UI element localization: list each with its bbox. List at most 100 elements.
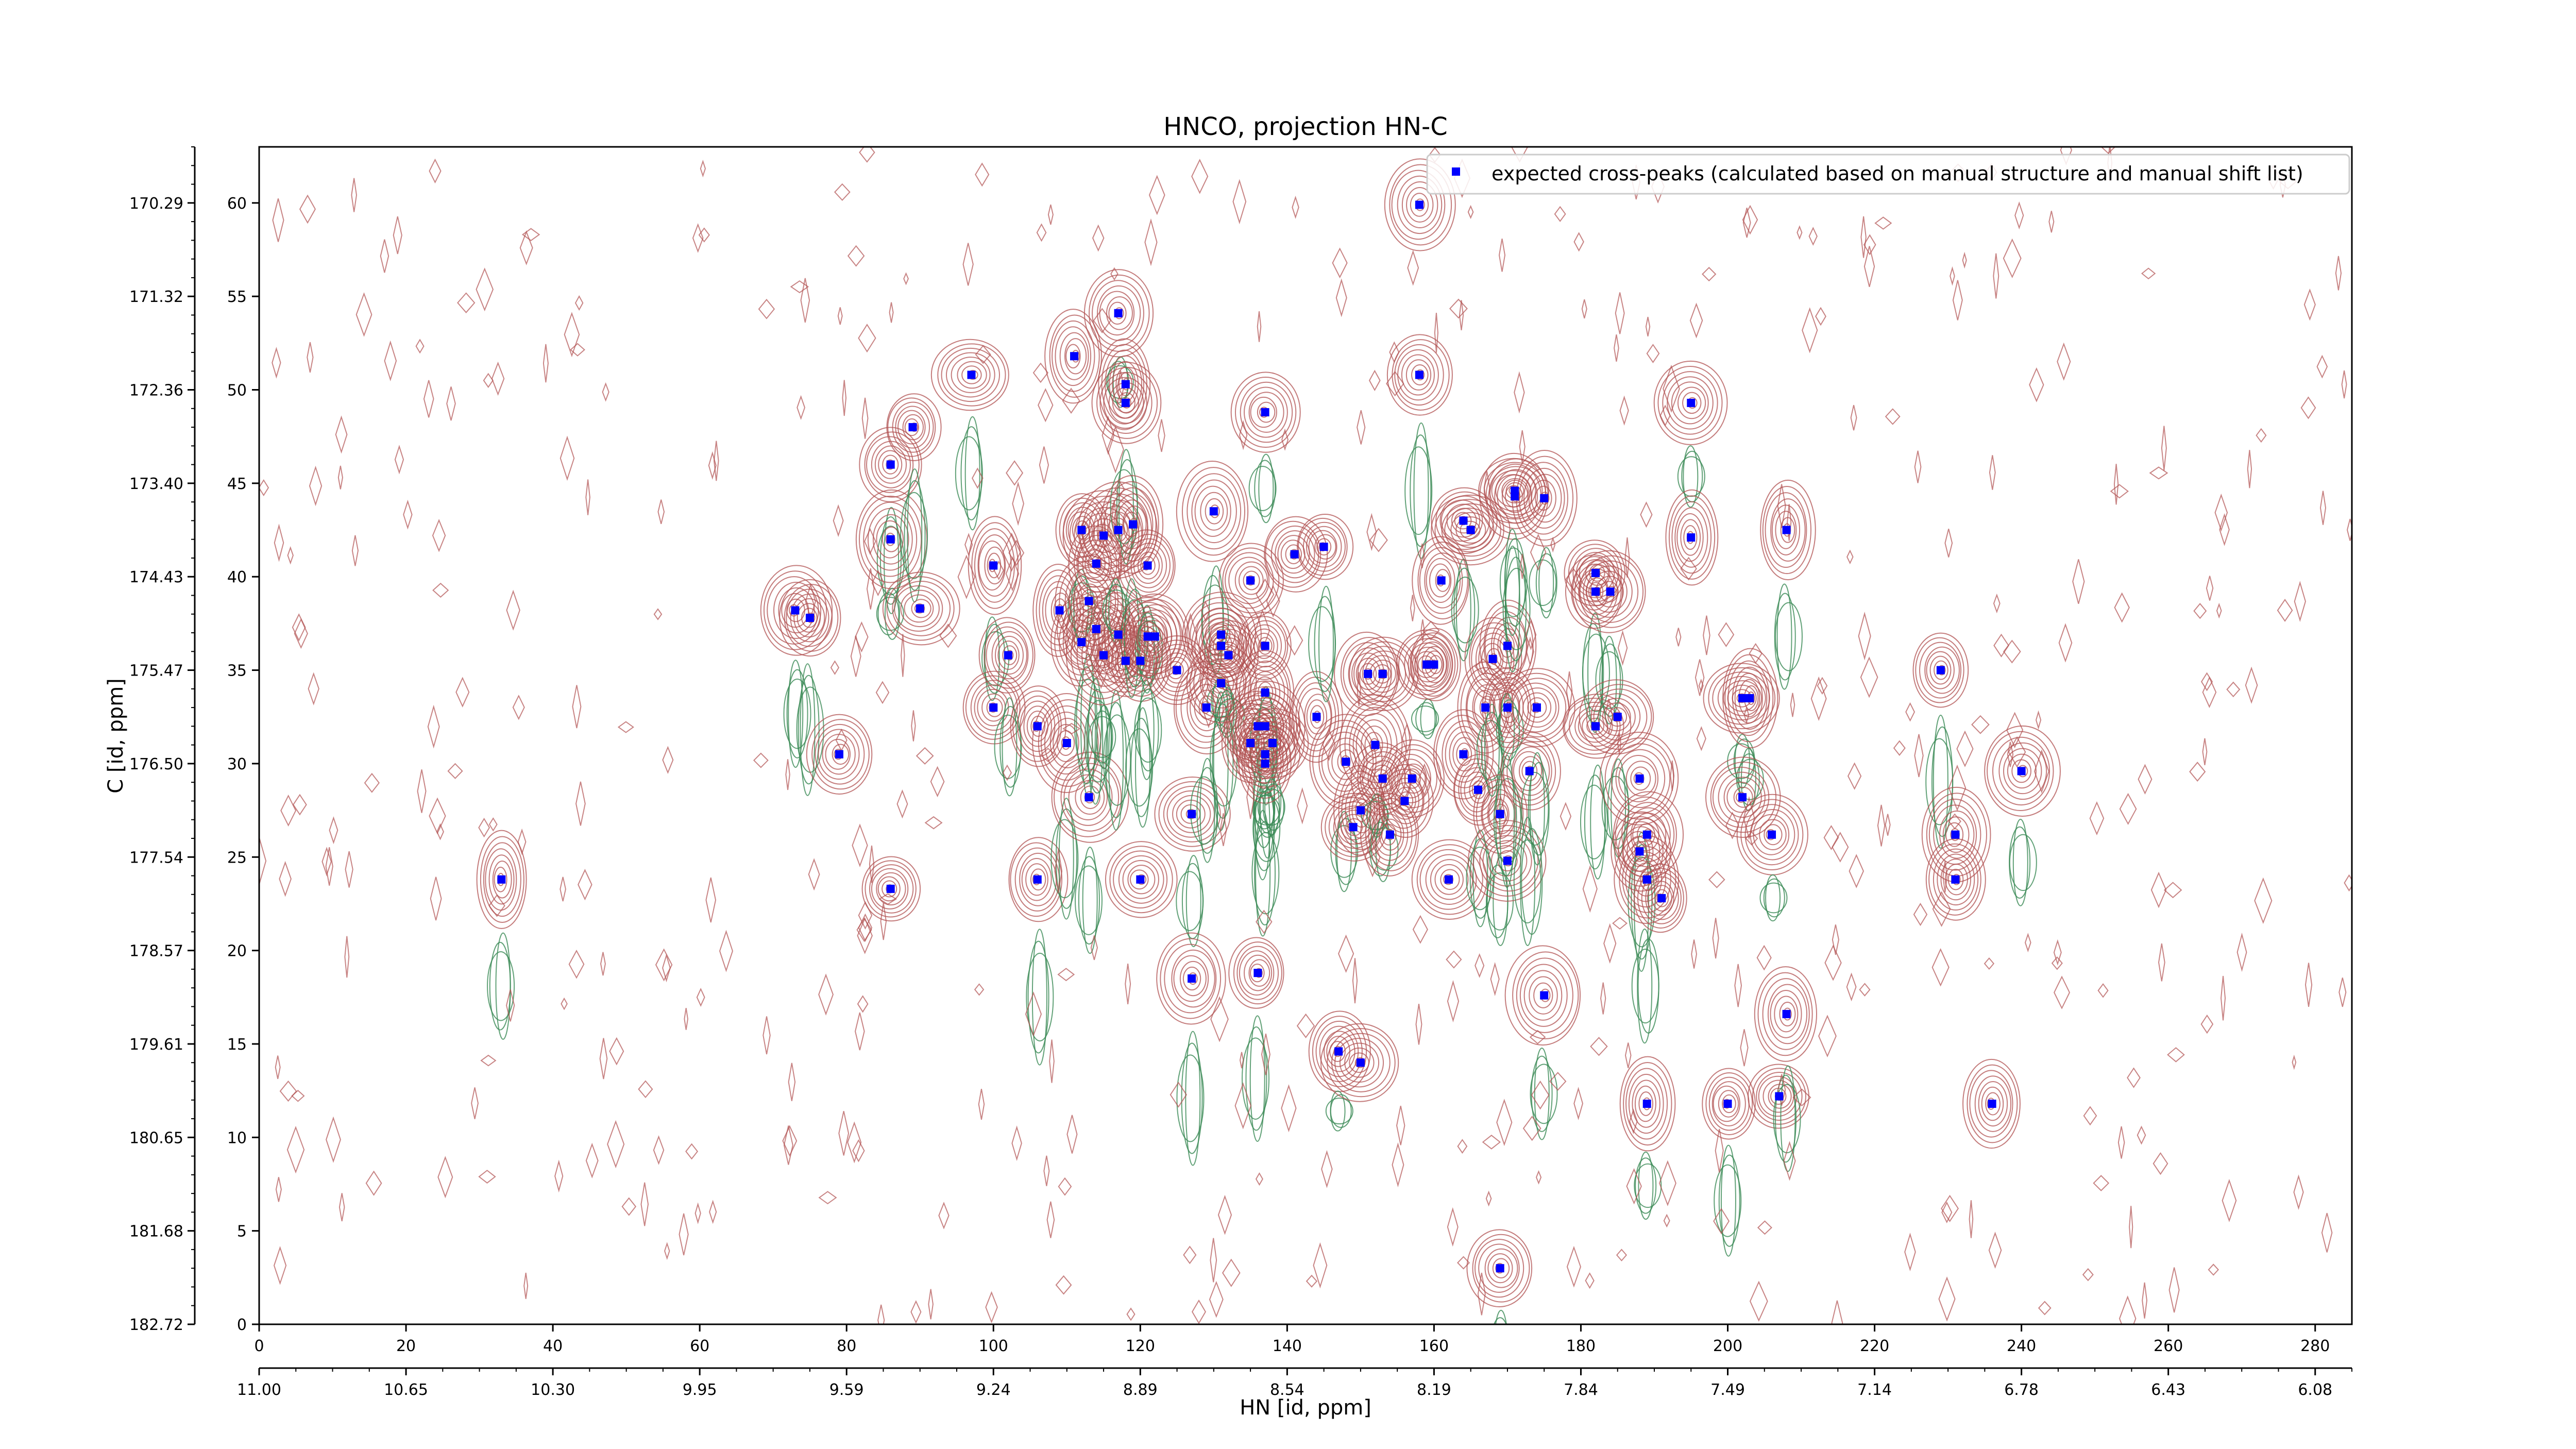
axes: 0 20 40 60 80 100 120 140 160 180 200 220 240 260 2801… [129, 146, 2352, 1399]
legend-box [1426, 154, 2350, 195]
peak-contours [1154, 776, 1231, 948]
cross-peak-point [1268, 739, 1277, 748]
legend-marker [1452, 167, 1460, 176]
y2-tick-label: 171.32 [129, 288, 183, 306]
cross-peak-point [1642, 830, 1651, 839]
x-axis-label: HN [id, ppm] [1240, 1396, 1371, 1420]
peak-contours [1156, 932, 1226, 1166]
cross-peak-point [1540, 991, 1549, 1000]
y-tick-label: 10 [227, 1129, 247, 1147]
cross-peak-point [1511, 486, 1519, 495]
cross-peak-point [1188, 974, 1196, 983]
y2-tick-label: 175.47 [129, 662, 183, 680]
cross-peak-point [1121, 398, 1130, 407]
cross-peak-point [1606, 587, 1615, 596]
peak-contours [1380, 739, 1445, 818]
x2-tick-label: 8.54 [1270, 1381, 1304, 1399]
cross-peak-point [1209, 507, 1218, 516]
y-tick-label: 25 [227, 849, 247, 867]
cross-peak-point [1261, 722, 1269, 731]
peak-contours [1466, 1229, 1533, 1324]
cross-peak-point [1129, 520, 1138, 529]
peak-contours [1083, 269, 1154, 408]
x2-tick-label: 11.00 [237, 1381, 281, 1399]
cross-peak-point [1261, 750, 1269, 759]
cross-peak-point [1635, 774, 1644, 783]
y2-tick-label: 180.65 [129, 1129, 183, 1147]
cross-peak-point [1415, 370, 1423, 379]
cross-peak-point [1253, 969, 1262, 978]
peak-contours [476, 830, 527, 1040]
cross-peak-point [1062, 739, 1071, 748]
peak-contours [1760, 479, 1816, 690]
x-tick-label: 240 [2007, 1337, 2036, 1355]
cross-peak-point [1687, 398, 1696, 407]
x2-tick-label: 7.49 [1710, 1381, 1745, 1399]
cross-peak-point [1121, 656, 1130, 665]
x-tick-label: 40 [543, 1337, 563, 1355]
cross-peak-point [1217, 642, 1226, 650]
x2-tick-label: 10.65 [384, 1381, 428, 1399]
x-tick-label: 280 [2300, 1337, 2330, 1355]
cross-peak-point [1070, 352, 1079, 361]
cross-peak-point [1459, 750, 1468, 759]
cross-peak-point [1004, 651, 1012, 660]
y-axis-label: C [id, ppm] [104, 678, 128, 794]
peak-contours [1504, 945, 1581, 1140]
peak-contours [1705, 756, 1781, 838]
peak-contours [1736, 794, 1808, 922]
cross-peak-point [967, 370, 976, 379]
cross-peak-point [1503, 856, 1512, 865]
x2-tick-label: 7.14 [1857, 1381, 1892, 1399]
x-tick-label: 20 [396, 1337, 416, 1355]
cross-peak-point [1591, 568, 1600, 577]
x-tick-label: 80 [837, 1337, 856, 1355]
cross-peak-point [1202, 703, 1211, 712]
y-tick-label: 60 [227, 195, 247, 213]
legend-label: expected cross-peaks (calculated based o… [1492, 162, 2303, 185]
y-tick-label: 30 [227, 755, 247, 773]
cross-peak-point [1768, 830, 1776, 839]
cross-peak-point [1481, 703, 1490, 712]
cross-peak-point [1642, 875, 1651, 884]
y2-tick-label: 181.68 [129, 1223, 183, 1241]
peak-contours [1572, 550, 1646, 724]
noise-contours [259, 147, 2352, 1324]
cross-peak-point [1121, 380, 1130, 389]
cross-peak-point [1496, 1264, 1504, 1273]
cross-peak-point [1738, 694, 1747, 702]
x-tick-label: 200 [1713, 1337, 1742, 1355]
cross-peak-point [1077, 526, 1086, 534]
cross-peak-point [1936, 666, 1945, 675]
x-tick-label: 160 [1419, 1337, 1449, 1355]
x2-tick-label: 8.19 [1417, 1381, 1451, 1399]
cross-peak-point [1642, 1100, 1651, 1108]
cross-peak-point [1466, 526, 1475, 534]
peak-contours [1410, 628, 1461, 701]
cross-peak-point [1408, 774, 1416, 783]
cross-peak-point [1503, 703, 1512, 712]
cross-peak-point [1540, 494, 1549, 502]
cross-peak-point [1084, 597, 1093, 605]
x2-tick-label: 6.08 [2298, 1381, 2332, 1399]
cross-peak-point [1319, 543, 1328, 551]
cross-peak-point [1084, 793, 1093, 802]
peak-contours [1105, 841, 1178, 918]
cross-peak-point [1099, 651, 1108, 660]
peak-contours [1925, 838, 1986, 921]
cross-peak-point [1092, 625, 1100, 633]
cross-peak-point [1143, 632, 1152, 641]
cross-peak-point [1591, 722, 1600, 731]
plot-frame [258, 146, 2353, 1325]
cross-peak-point [1444, 875, 1453, 884]
cross-peak-point [1657, 894, 1666, 903]
cross-peak-point [1150, 632, 1159, 641]
peak-contours [1912, 632, 1969, 849]
cross-peak-point [1488, 654, 1497, 663]
cross-peak-point [1430, 660, 1438, 669]
peak-contours [1431, 494, 1511, 566]
cross-peak-point [989, 703, 998, 712]
x-tick-label: 220 [1860, 1337, 1889, 1355]
peak-contours [1176, 460, 1249, 675]
